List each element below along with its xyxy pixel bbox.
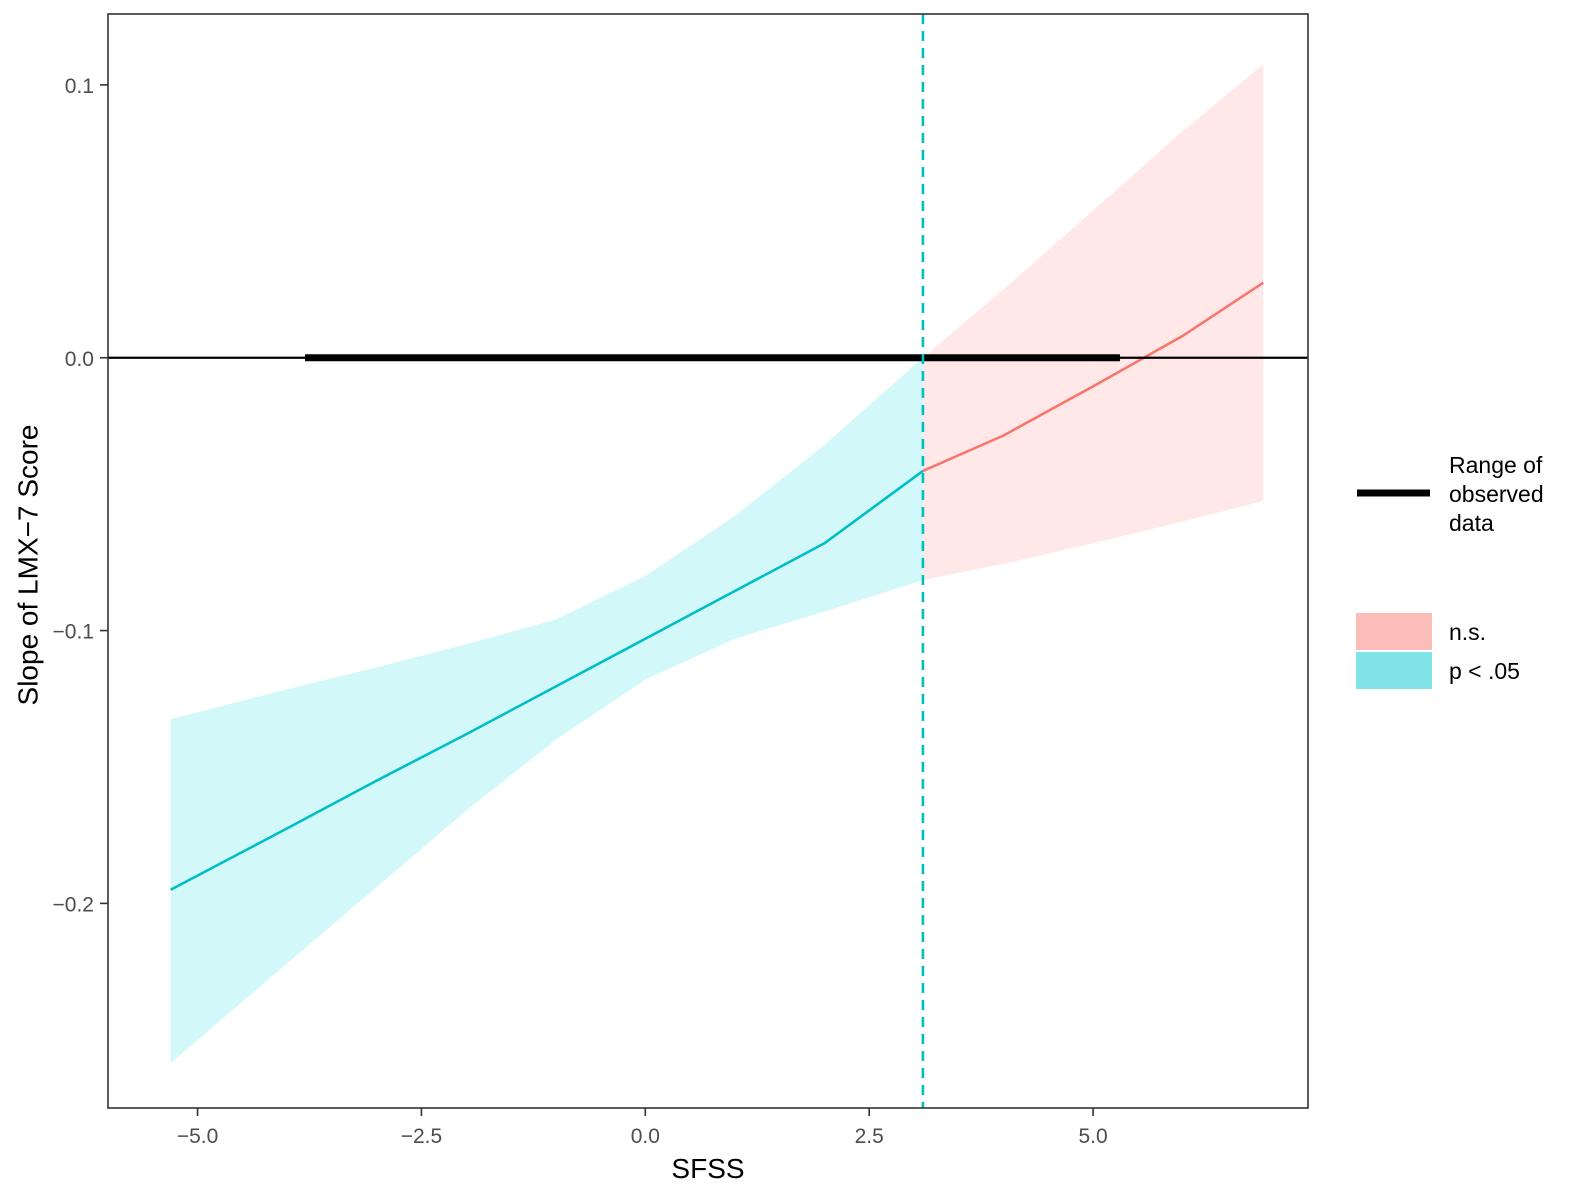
y-tick-label: −0.2 [53,893,94,916]
x-tick-label: 0.0 [631,1125,660,1148]
legend-key-significant [1356,652,1432,689]
legend-observed-range-label: observed [1449,481,1544,507]
x-tick-label: 2.5 [855,1125,884,1148]
x-tick-label: −2.5 [401,1125,442,1148]
legend-label-nonsignificant: n.s. [1449,619,1486,645]
y-axis-title: Slope of LMX−7 Score [13,425,44,706]
slope-lines [170,281,1264,891]
legend-label-significant: p < .05 [1449,658,1520,684]
confidence-band-significant [170,357,923,1063]
y-tick-label: −0.1 [53,621,94,644]
reference-lines [108,14,1308,1108]
slope-line-significant [170,469,924,891]
confidence-band-nonsignificant [922,64,1264,581]
y-tick-label: 0.0 [65,348,94,371]
slope-line-nonsignificant [922,281,1264,473]
legend: Range of observed data n.s. p < .05 [1356,452,1544,689]
x-axis-title: SFSS [671,1153,744,1184]
confidence-bands [170,64,1264,1063]
legend-key-nonsignificant [1356,613,1432,650]
x-tick-label: 5.0 [1078,1125,1107,1148]
y-tick-label: 0.1 [65,75,94,98]
legend-observed-range-label: data [1449,510,1494,536]
legend-observed-range-label: Range of [1449,452,1543,478]
x-tick-label: −5.0 [177,1125,218,1148]
axes: −5.0 −2.5 0.0 2.5 5.0 0.1 0.0 −0.1 −0.2 [53,75,1108,1148]
plot-panel-border [107,13,1309,1109]
